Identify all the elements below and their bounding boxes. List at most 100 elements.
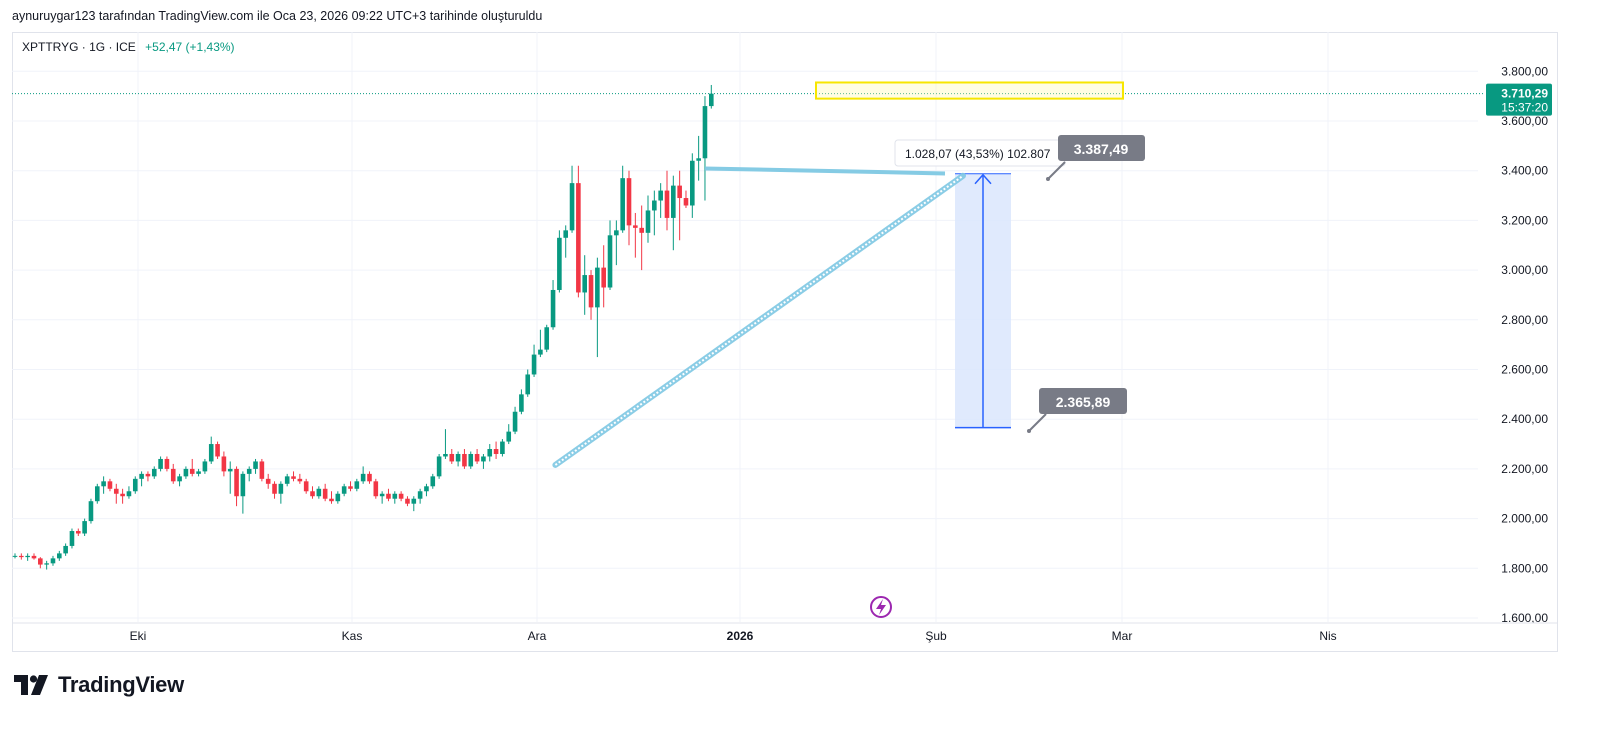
candle-body[interactable]	[189, 468, 195, 474]
candle-body[interactable]	[12, 555, 18, 557]
candle-body[interactable]	[196, 471, 201, 474]
candle-body[interactable]	[208, 444, 214, 462]
candle-body[interactable]	[512, 411, 518, 432]
candle-body[interactable]	[69, 531, 75, 546]
candle-body[interactable]	[696, 158, 701, 161]
candle-body[interactable]	[63, 545, 68, 554]
candle-body[interactable]	[354, 481, 360, 489]
candle-body[interactable]	[132, 478, 138, 492]
candle-body[interactable]	[392, 493, 398, 499]
candle-body[interactable]	[709, 93, 714, 107]
candle-body[interactable]	[76, 531, 81, 534]
candle-body[interactable]	[462, 453, 467, 467]
candle-body[interactable]	[436, 456, 442, 477]
candle-body[interactable]	[588, 275, 594, 308]
candle-body[interactable]	[468, 453, 474, 467]
candle-body[interactable]	[50, 558, 56, 564]
candle-body[interactable]	[82, 521, 87, 534]
candle-body[interactable]	[31, 555, 37, 559]
candle-body[interactable]	[335, 493, 341, 502]
candle-body[interactable]	[303, 481, 309, 492]
candle-body[interactable]	[164, 458, 170, 469]
candle-body[interactable]	[120, 493, 125, 497]
candle-body[interactable]	[94, 486, 100, 502]
candle-body[interactable]	[658, 190, 663, 201]
candle-body[interactable]	[234, 468, 239, 497]
candle-body[interactable]	[645, 210, 651, 233]
candle-body[interactable]	[126, 491, 132, 497]
candle-body[interactable]	[601, 267, 606, 288]
candle-body[interactable]	[297, 478, 303, 482]
candle-body[interactable]	[614, 230, 619, 236]
candle-body[interactable]	[316, 488, 322, 497]
candle-body[interactable]	[373, 481, 379, 497]
candle-body[interactable]	[25, 555, 30, 558]
candle-body[interactable]	[500, 441, 505, 454]
candle-body[interactable]	[139, 473, 144, 479]
candle-body[interactable]	[284, 476, 290, 484]
candle-body[interactable]	[620, 178, 625, 231]
candle-body[interactable]	[145, 473, 151, 477]
candle-body[interactable]	[398, 493, 404, 499]
candle-body[interactable]	[329, 498, 334, 502]
candle-body[interactable]	[455, 453, 461, 462]
candle-body[interactable]	[360, 473, 366, 482]
candle-body[interactable]	[221, 456, 227, 472]
candle-body[interactable]	[595, 267, 600, 308]
candle-body[interactable]	[44, 563, 49, 565]
candle-body[interactable]	[671, 185, 676, 218]
candle-body[interactable]	[38, 558, 43, 565]
candle-body[interactable]	[702, 106, 708, 159]
candle-body[interactable]	[563, 230, 569, 238]
candle-body[interactable]	[170, 468, 176, 482]
candle-body[interactable]	[519, 394, 524, 412]
candle-body[interactable]	[474, 453, 480, 462]
candle-body[interactable]	[690, 160, 695, 206]
candle-body[interactable]	[310, 491, 315, 497]
candle-body[interactable]	[417, 491, 423, 499]
candle-body[interactable]	[113, 488, 119, 494]
resistance-line[interactable]	[704, 166, 946, 176]
candle-body[interactable]	[265, 478, 271, 484]
candle-body[interactable]	[652, 200, 657, 211]
candle-body[interactable]	[626, 178, 632, 226]
candle-body[interactable]	[664, 190, 670, 218]
candle-body[interactable]	[405, 498, 410, 504]
candle-body[interactable]	[348, 486, 353, 489]
candle-body[interactable]	[177, 476, 182, 482]
candle-body[interactable]	[557, 237, 562, 290]
highlight-zone-box[interactable]	[815, 81, 1124, 100]
candle-body[interactable]	[481, 456, 486, 462]
candle-body[interactable]	[411, 498, 417, 504]
candle-body[interactable]	[544, 327, 550, 350]
candle-body[interactable]	[367, 473, 372, 482]
candle-body[interactable]	[525, 374, 531, 395]
candle-body[interactable]	[101, 481, 106, 487]
candle-body[interactable]	[443, 453, 448, 457]
candle-body[interactable]	[57, 553, 62, 559]
candle-body[interactable]	[639, 227, 644, 233]
candle-body[interactable]	[246, 468, 252, 474]
candle-body[interactable]	[227, 468, 233, 472]
candle-body[interactable]	[506, 431, 512, 442]
candle-body[interactable]	[430, 476, 436, 487]
tradingview-logo[interactable]: TradingView	[14, 672, 184, 698]
candle-body[interactable]	[550, 289, 556, 328]
candle-body[interactable]	[607, 235, 613, 288]
candle-body[interactable]	[240, 473, 246, 497]
candle-body[interactable]	[633, 225, 638, 228]
candle-body[interactable]	[151, 468, 157, 477]
candle-body[interactable]	[278, 483, 284, 494]
callout-top-box[interactable]	[1058, 135, 1145, 161]
candle-body[interactable]	[386, 493, 391, 499]
candle-body[interactable]	[19, 555, 24, 558]
candle-body[interactable]	[88, 501, 94, 522]
candle-body[interactable]	[215, 444, 220, 457]
candle-body[interactable]	[424, 486, 429, 492]
candle-body[interactable]	[253, 461, 258, 469]
candle-body[interactable]	[379, 493, 385, 497]
candle-body[interactable]	[183, 468, 189, 477]
candle-body[interactable]	[576, 183, 581, 293]
candle-body[interactable]	[683, 198, 689, 206]
